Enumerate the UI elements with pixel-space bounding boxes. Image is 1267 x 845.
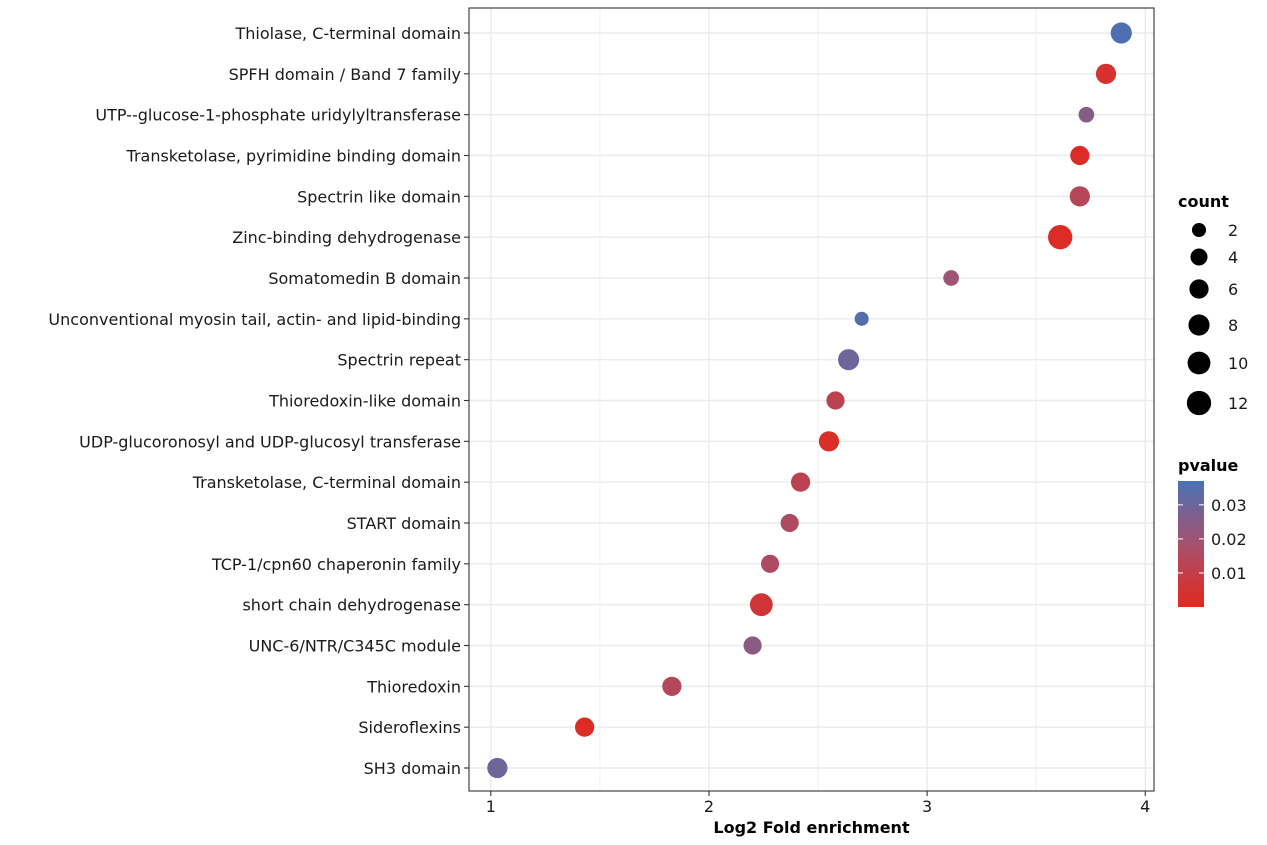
plot-border xyxy=(468,7,1155,792)
pvalue-legend-title: pvalue xyxy=(1178,456,1239,475)
y-tick-label: Transketolase, C-terminal domain xyxy=(192,473,461,492)
data-point xyxy=(1069,186,1090,207)
y-tick-label: Spectrin repeat xyxy=(337,351,461,370)
data-point xyxy=(780,513,799,533)
y-tick-label: Thiolase, C-terminal domain xyxy=(234,24,461,43)
y-tick-label: Sideroflexins xyxy=(358,718,461,737)
data-point xyxy=(743,636,762,655)
y-tick-label: Thioredoxin xyxy=(366,677,461,696)
count-legend-label: 10 xyxy=(1228,354,1248,373)
count-legend-key xyxy=(1186,390,1212,416)
pvalue-legend: pvalue 0.01 0.02 0.03 xyxy=(1178,456,1247,607)
y-tick-label: SH3 domain xyxy=(364,759,461,778)
data-point xyxy=(760,554,780,573)
count-legend-key xyxy=(1187,351,1211,375)
y-tick-label: Somatomedin B domain xyxy=(268,269,461,288)
y-tick-label: UDP-glucoronosyl and UDP-glucosyl transf… xyxy=(79,432,461,451)
pvalue-legend-label: 0.02 xyxy=(1211,530,1247,549)
y-axis: Thiolase, C-terminal domain SPFH domain /… xyxy=(48,24,469,778)
y-tick-label: Transketolase, pyrimidine binding domain xyxy=(126,147,461,166)
data-point xyxy=(838,349,860,371)
x-tick-label: 1 xyxy=(486,797,496,816)
data-point xyxy=(662,676,682,696)
count-legend-key xyxy=(1188,314,1210,336)
count-legend-key xyxy=(1190,248,1208,266)
minor-gridlines xyxy=(599,8,1037,791)
data-point xyxy=(574,717,595,737)
count-legend-title: count xyxy=(1178,192,1229,211)
count-legend: count 2 4 6 8 10 12 xyxy=(1178,192,1248,416)
y-tick-label: TCP-1/cpn60 chaperonin family xyxy=(211,555,461,574)
data-point xyxy=(1070,145,1090,166)
data-point xyxy=(943,270,959,286)
count-legend-label: 6 xyxy=(1228,280,1238,299)
data-point xyxy=(1048,225,1073,250)
data-point xyxy=(1110,22,1132,44)
count-legend-label: 8 xyxy=(1228,316,1238,335)
data-point xyxy=(854,311,869,326)
x-tick-label: 3 xyxy=(922,797,932,816)
y-tick-label: Zinc-binding dehydrogenase xyxy=(232,228,461,247)
y-tick-label: Unconventional myosin tail, actin- and l… xyxy=(48,310,461,329)
data-point xyxy=(487,757,508,779)
count-legend-label: 12 xyxy=(1228,394,1248,413)
pvalue-legend-label: 0.01 xyxy=(1211,564,1247,583)
data-points xyxy=(487,22,1132,779)
data-point xyxy=(749,593,773,617)
data-point xyxy=(790,472,811,492)
pvalue-legend-label: 0.03 xyxy=(1211,496,1247,515)
plot-panel xyxy=(469,8,1154,791)
major-gridlines xyxy=(469,8,1154,791)
x-tick-label: 2 xyxy=(704,797,714,816)
x-tick-label: 4 xyxy=(1140,797,1150,816)
data-point xyxy=(826,391,845,410)
y-tick-label: Thioredoxin-like domain xyxy=(268,392,461,411)
y-tick-label: START domain xyxy=(347,514,461,533)
count-legend-label: 2 xyxy=(1228,221,1238,240)
x-axis-title: Log2 Fold enrichment xyxy=(713,818,910,837)
data-point xyxy=(818,431,840,452)
y-tick-label: Spectrin like domain xyxy=(297,187,461,206)
count-legend-key xyxy=(1189,279,1209,299)
pvalue-colorbar xyxy=(1178,481,1204,607)
y-tick-label: UNC-6/NTR/C345C module xyxy=(249,637,461,656)
count-legend-label: 4 xyxy=(1228,248,1238,267)
data-point xyxy=(1078,106,1095,123)
y-tick-label: UTP--glucose-1-phosphate uridylyltransfe… xyxy=(95,106,461,125)
data-point xyxy=(1095,63,1117,84)
y-tick-label: short chain dehydrogenase xyxy=(242,596,461,615)
y-tick-label: SPFH domain / Band 7 family xyxy=(229,65,461,84)
x-axis: 1 2 3 4 xyxy=(486,791,1150,816)
count-legend-key xyxy=(1191,222,1207,238)
